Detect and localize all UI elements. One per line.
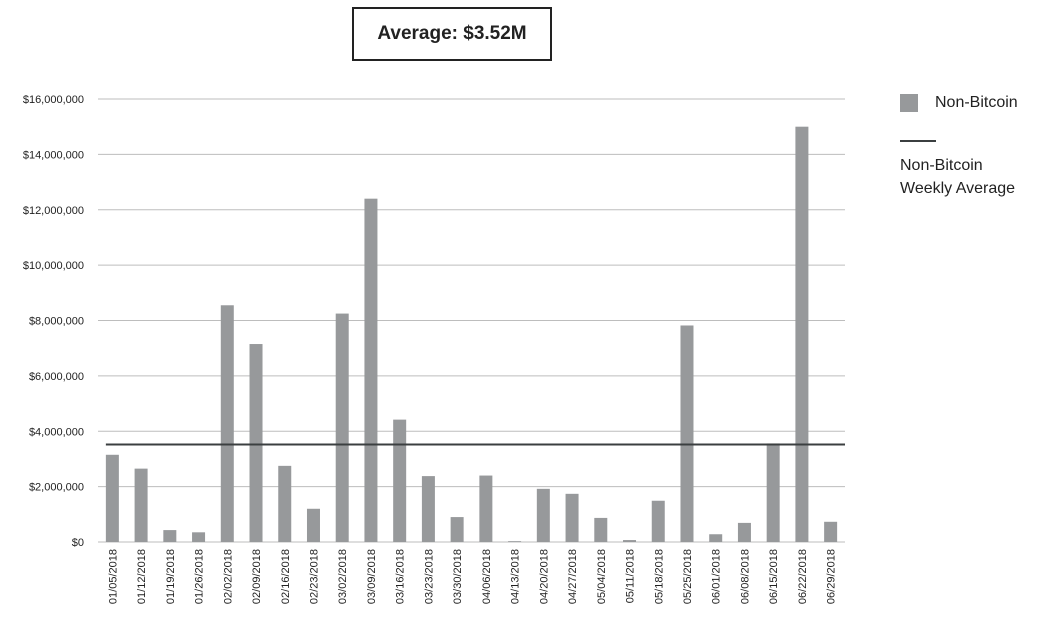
x-tick-label: 03/30/2018 (452, 549, 464, 604)
y-tick-label: $8,000,000 (29, 316, 84, 328)
x-axis-ticks: 01/05/2018 01/12/2018 01/19/2018 01/26/2018… (107, 549, 837, 604)
x-tick-label: 06/15/2018 (768, 549, 780, 604)
x-tick-label: 01/12/2018 (136, 549, 148, 604)
bar (766, 443, 780, 542)
legend-bar-label: Non-Bitcoin (935, 94, 1018, 111)
y-tick-label: $0 (72, 537, 84, 549)
bar (709, 534, 723, 542)
x-tick-label: 06/22/2018 (797, 549, 809, 604)
bar (565, 493, 579, 542)
x-tick-label: 03/02/2018 (337, 549, 349, 604)
legend-line-swatch (900, 140, 936, 142)
x-tick-label: 01/19/2018 (165, 549, 177, 604)
bar (278, 465, 292, 542)
bar (192, 532, 206, 542)
x-tick-label: 05/18/2018 (653, 549, 665, 604)
x-tick-label: 04/27/2018 (567, 549, 579, 604)
gridlines (98, 98, 845, 543)
x-tick-label: 01/26/2018 (194, 549, 206, 604)
legend-item-bars: Non-Bitcoin (900, 94, 1018, 112)
x-tick-label: 01/05/2018 (107, 549, 119, 604)
bar (651, 500, 665, 542)
x-tick-label: 05/04/2018 (596, 549, 608, 604)
bar (134, 468, 148, 542)
bar (421, 476, 435, 542)
bar (364, 198, 378, 543)
bar (680, 325, 694, 542)
y-tick-label: $14,000,000 (23, 149, 84, 161)
bar (824, 521, 838, 542)
x-tick-label: 03/09/2018 (366, 549, 378, 604)
bar (795, 126, 809, 542)
legend-line-label-2: Weekly Average (900, 180, 1016, 197)
x-tick-label: 05/25/2018 (682, 549, 694, 604)
bar (623, 540, 637, 542)
x-tick-label: 02/09/2018 (251, 549, 263, 604)
x-tick-label: 06/29/2018 (826, 549, 838, 604)
x-tick-label: 02/23/2018 (308, 549, 320, 604)
bar (508, 541, 522, 542)
bar (306, 508, 320, 542)
bar (335, 313, 349, 542)
y-axis-ticks: $0 $2,000,000 $4,000,000 $6,000,000 $8,000,0… (23, 94, 84, 549)
y-tick-label: $4,000,000 (29, 426, 84, 438)
x-tick-label: 04/06/2018 (481, 549, 493, 604)
y-tick-label: $16,000,000 (23, 94, 84, 106)
bar (450, 517, 464, 542)
bar (737, 522, 751, 542)
x-tick-label: 05/11/2018 (625, 549, 637, 603)
bars (105, 126, 838, 543)
x-tick-label: 02/16/2018 (280, 549, 292, 604)
bar (105, 454, 119, 542)
y-tick-label: $10,000,000 (23, 260, 84, 272)
bar (393, 419, 407, 542)
legend-bar-swatch (900, 94, 918, 112)
y-tick-label: $6,000,000 (29, 371, 84, 383)
average-callout: Average: $3.52M (352, 7, 552, 61)
bar (163, 530, 177, 542)
x-tick-label: 03/23/2018 (423, 549, 435, 604)
legend: Non-Bitcoin Non-Bitcoin Weekly Average (900, 94, 1018, 200)
bar (479, 475, 493, 542)
bar (594, 517, 608, 542)
bar (249, 344, 263, 542)
y-tick-label: $2,000,000 (29, 482, 84, 494)
bar (220, 305, 234, 542)
x-tick-label: 02/02/2018 (222, 549, 234, 604)
x-tick-label: 04/13/2018 (510, 549, 522, 604)
y-tick-label: $12,000,000 (23, 205, 84, 217)
legend-line-label-1: Non-Bitcoin (900, 157, 983, 174)
x-tick-label: 03/16/2018 (395, 549, 407, 604)
x-tick-label: 06/08/2018 (739, 549, 751, 604)
bar (536, 488, 550, 542)
x-tick-label: 06/01/2018 (711, 549, 723, 604)
legend-line-label: Non-Bitcoin Weekly Average (900, 154, 1018, 200)
x-tick-label: 04/20/2018 (538, 549, 550, 604)
